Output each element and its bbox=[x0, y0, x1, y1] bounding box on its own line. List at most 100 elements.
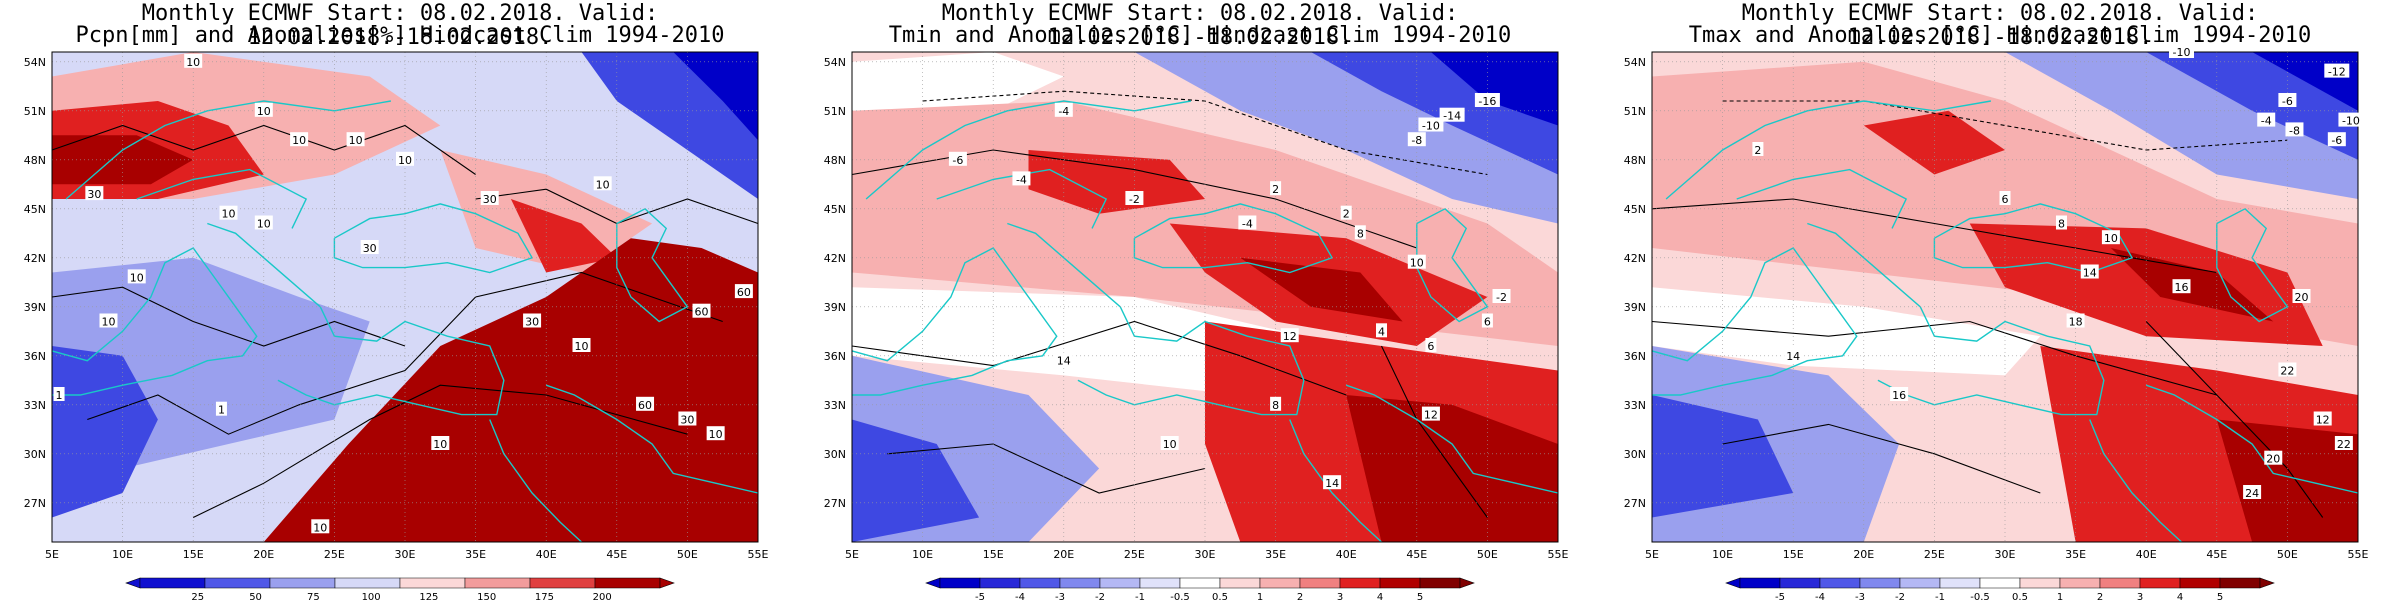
coastline bbox=[865, 100, 1191, 200]
contour-label-box bbox=[2334, 436, 2353, 450]
contour-label: 10 bbox=[596, 178, 610, 191]
contour-label-box bbox=[1492, 289, 1511, 303]
contour-label-box bbox=[360, 240, 379, 254]
contour-label-box bbox=[184, 53, 203, 68]
contour-label: 10 bbox=[130, 271, 144, 284]
anomaly-area bbox=[510, 199, 617, 273]
lat-label: 27N bbox=[824, 497, 846, 510]
colorbar-tick-label: -3 bbox=[1855, 592, 1865, 600]
contour-label-box bbox=[1376, 323, 1387, 338]
colorbar-tick-label: -4 bbox=[1015, 592, 1025, 600]
colorbar-tick-label: 50 bbox=[249, 592, 262, 600]
colorbar-swatch bbox=[1219, 577, 1261, 589]
colorbar: 25 50 75 100 125 150 175 200 bbox=[125, 577, 675, 600]
contour-label-box bbox=[1999, 191, 2011, 205]
contour-label: 10 bbox=[101, 316, 115, 329]
colorbar-swatch bbox=[1859, 577, 1901, 589]
lon-label: 40E bbox=[1336, 548, 1357, 561]
lat-label: 30N bbox=[24, 448, 46, 461]
panel-title-line1: Monthly ECMWF Start: 08.02.2018. Valid: … bbox=[1741, 1, 2259, 50]
anomaly-area bbox=[852, 52, 1064, 111]
contour-label-box bbox=[636, 396, 655, 411]
colorbar-swatch bbox=[1259, 577, 1301, 589]
colorbar-tick-label: 125 bbox=[419, 592, 438, 600]
map-frame bbox=[51, 51, 759, 543]
lat-label: 33N bbox=[1624, 399, 1646, 412]
contour-label-box bbox=[1238, 215, 1257, 230]
colorbar-arrow-right bbox=[659, 577, 675, 589]
contour-label: -10 bbox=[2342, 115, 2360, 128]
contour-label-box bbox=[1340, 205, 1352, 220]
anomaly-area bbox=[1652, 287, 2041, 376]
contour-line bbox=[887, 443, 1206, 494]
lat-label: 27N bbox=[1624, 497, 1646, 510]
contour-line bbox=[2145, 321, 2324, 518]
contour-label: 16 bbox=[1892, 389, 1906, 402]
colorbar-tick-label: 25 bbox=[191, 592, 204, 600]
contour-label: 2 bbox=[1343, 208, 1350, 221]
anomaly-area bbox=[2110, 248, 2274, 322]
panel-title-line1: Monthly ECMWF Start: 08.02.2018. Valid: … bbox=[141, 1, 659, 50]
lon-label: 55E bbox=[1548, 548, 1569, 561]
lat-label: 48N bbox=[1624, 154, 1646, 167]
contour-label-box bbox=[215, 401, 227, 416]
contour-label: -8 bbox=[1411, 134, 1422, 147]
coastline bbox=[1665, 100, 1991, 200]
lat-label: 42N bbox=[824, 252, 846, 265]
coastline bbox=[2145, 384, 2359, 494]
contour-label: 14 bbox=[1325, 477, 1339, 490]
contour-label: -12 bbox=[2328, 66, 2346, 79]
contour-label-box bbox=[480, 191, 499, 205]
contour-label-box bbox=[1407, 132, 1426, 147]
lon-label: 50E bbox=[2277, 548, 2298, 561]
coastline bbox=[136, 168, 308, 229]
lon-label: 50E bbox=[1477, 548, 1498, 561]
contour-label: 16 bbox=[2175, 281, 2189, 294]
colorbar-swatch bbox=[1019, 577, 1061, 589]
colorbar-tick-label: 2 bbox=[2097, 592, 2103, 600]
contour-label-box bbox=[692, 303, 711, 318]
lon-label: 5E bbox=[45, 548, 59, 561]
contour-label: 60 bbox=[695, 306, 709, 319]
lat-label: 51N bbox=[824, 105, 846, 118]
anomaly-area bbox=[852, 419, 980, 542]
coastline bbox=[851, 247, 1058, 396]
colorbar-swatch bbox=[334, 577, 401, 589]
colorbar-swatch bbox=[204, 577, 271, 589]
colorbar-swatch bbox=[1899, 577, 1941, 589]
contour-label: 20 bbox=[2295, 291, 2309, 304]
colorbar-tick-label: -0.5 bbox=[1170, 592, 1190, 600]
colorbar-swatch bbox=[399, 577, 466, 589]
colorbar-swatch bbox=[1939, 577, 1981, 589]
panel-tmin: Monthly ECMWF Start: 08.02.2018. Valid: … bbox=[800, 0, 1600, 600]
lat-label: 33N bbox=[824, 399, 846, 412]
contour-label: -10 bbox=[1422, 120, 1440, 133]
contour-label-box bbox=[948, 151, 967, 166]
lon-label: 30E bbox=[395, 548, 416, 561]
contour-label-box bbox=[1890, 387, 1909, 401]
contour-label-box bbox=[2080, 264, 2099, 279]
colorbar-tick-label: 200 bbox=[593, 592, 612, 600]
coastline bbox=[1007, 222, 1305, 416]
contour-label: 30 bbox=[525, 316, 539, 329]
colorbar-swatch bbox=[939, 577, 981, 589]
colorbar-tick-label: 75 bbox=[307, 592, 320, 600]
contour-label: 2 bbox=[1272, 183, 1279, 196]
contour-label-box bbox=[127, 269, 146, 284]
lat-label: 45N bbox=[24, 203, 46, 216]
colorbar-tick-label: -3 bbox=[1055, 592, 1065, 600]
contour-label-box bbox=[2243, 485, 2262, 499]
contour-label: 10 bbox=[186, 56, 200, 69]
lat-label: 45N bbox=[824, 203, 846, 216]
contour-label-box bbox=[2066, 313, 2085, 328]
lon-label: 30E bbox=[1995, 548, 2016, 561]
lon-label: 25E bbox=[324, 548, 345, 561]
lat-label: 30N bbox=[1624, 448, 1646, 461]
contour-label: -4 bbox=[1058, 105, 1069, 118]
lon-label: 25E bbox=[1924, 548, 1945, 561]
colorbar-arrow-right bbox=[2259, 577, 2275, 589]
contour-label-box bbox=[2278, 362, 2297, 377]
contour-line bbox=[51, 124, 476, 175]
